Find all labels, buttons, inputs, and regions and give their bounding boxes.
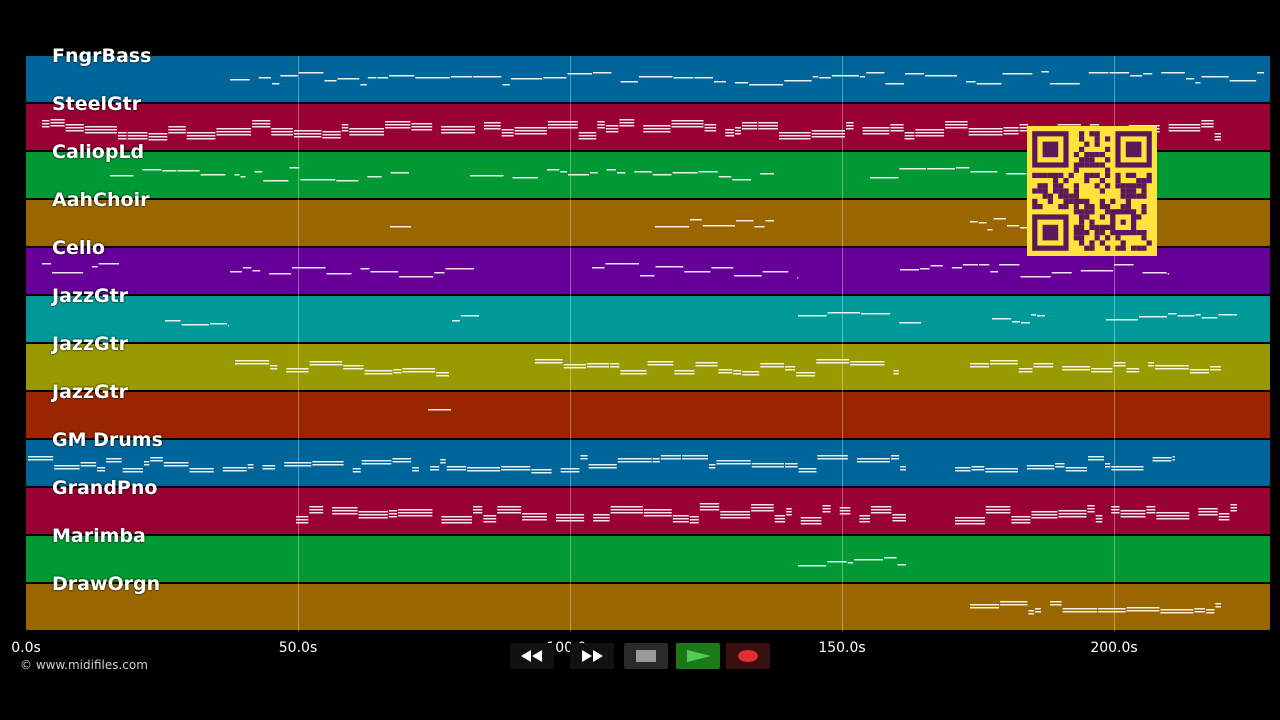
lane-separator xyxy=(26,486,1270,488)
time-tick-label: 0.0s xyxy=(11,640,41,656)
track-label: Cello xyxy=(52,237,105,259)
track-lane xyxy=(26,488,1270,534)
rewind-button[interactable] xyxy=(510,643,554,669)
lane-separator xyxy=(26,198,1270,200)
lane-separator xyxy=(26,390,1270,392)
record-button[interactable] xyxy=(726,643,770,669)
record-icon xyxy=(738,650,758,662)
rewind-icon xyxy=(521,650,542,662)
lane-separator xyxy=(26,582,1270,584)
track-lane xyxy=(26,536,1270,582)
copyright-text: © www.midifiles.com xyxy=(20,658,148,672)
track-label: GrandPno xyxy=(52,477,158,499)
play-button[interactable] xyxy=(676,643,720,669)
track-label: AahChoir xyxy=(52,189,150,211)
gridline xyxy=(842,56,843,632)
track-label: CaliopLd xyxy=(52,141,145,163)
lane-separator xyxy=(26,150,1270,152)
stop-icon xyxy=(636,650,656,662)
play-icon xyxy=(687,650,711,662)
gridline xyxy=(1114,56,1115,632)
gridline xyxy=(570,56,571,632)
track-label: FngrBass xyxy=(52,45,152,67)
lane-separator xyxy=(26,630,1270,632)
fast-forward-icon xyxy=(582,650,603,662)
stop-button[interactable] xyxy=(624,643,668,669)
track-label: JazzGtr xyxy=(52,333,129,355)
track-label: JazzGtr xyxy=(52,381,129,403)
fast-forward-button[interactable] xyxy=(570,643,614,669)
lane-separator xyxy=(26,342,1270,344)
track-lane xyxy=(26,584,1270,630)
track-label: DrawOrgn xyxy=(52,573,161,595)
lane-separator xyxy=(26,438,1270,440)
track-lane xyxy=(26,440,1270,486)
track-lane xyxy=(26,344,1270,390)
time-tick-label: 50.0s xyxy=(278,640,318,656)
track-lane xyxy=(26,56,1270,102)
qr-code xyxy=(1027,126,1157,256)
lane-separator xyxy=(26,534,1270,536)
track-lane xyxy=(26,392,1270,438)
lane-separator xyxy=(26,102,1270,104)
time-tick-label: 150.0s xyxy=(818,640,866,656)
time-tick-label: 200.0s xyxy=(1090,640,1138,656)
gridline xyxy=(298,56,299,632)
track-label: JazzGtr xyxy=(52,285,129,307)
qr-code-icon xyxy=(1032,131,1152,251)
track-label: GM Drums xyxy=(52,429,163,451)
lane-separator xyxy=(26,246,1270,248)
track-label: Marimba xyxy=(52,525,146,547)
track-label: SteelGtr xyxy=(52,93,142,115)
lane-separator xyxy=(26,294,1270,296)
track-lane xyxy=(26,296,1270,342)
